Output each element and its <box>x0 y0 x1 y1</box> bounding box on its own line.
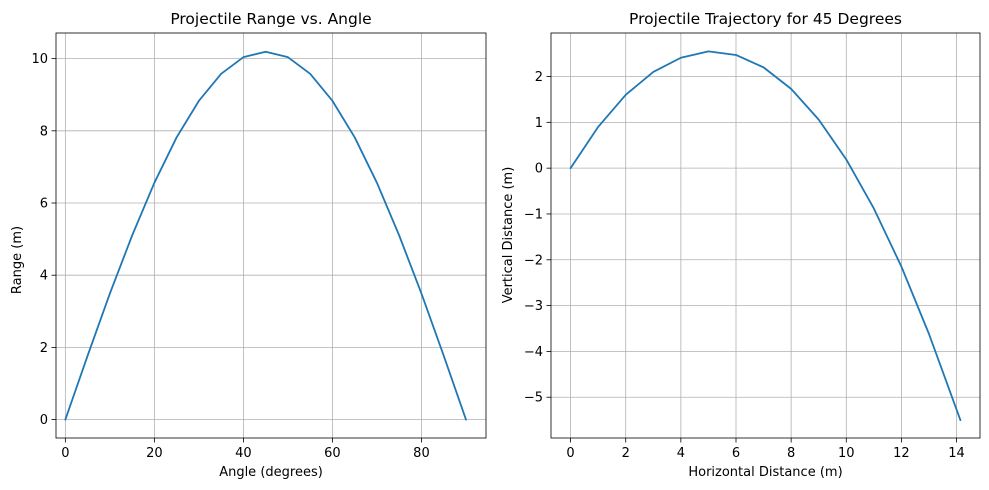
x-tick-label: 0 <box>566 446 574 461</box>
chart-panel-1: 0 20 40 60 80 0 2 4 6 8 10 Projectile Range vs. Ang… <box>10 10 487 480</box>
x-tick-label: 4 <box>677 446 685 461</box>
y-tick-label: 2 <box>535 70 543 85</box>
x-tick-label: 20 <box>146 446 163 461</box>
y-tick-label: −4 <box>524 345 543 360</box>
y-tick-label: 10 <box>31 52 48 67</box>
chart-title: Projectile Trajectory for 45 Degrees <box>629 10 902 28</box>
y-tick-label: −2 <box>524 253 543 268</box>
x-tick-label: 40 <box>235 446 252 461</box>
y-axis-label: Vertical Distance (m) <box>501 167 516 304</box>
x-tick-label: 80 <box>413 446 430 461</box>
y-tick-label: 6 <box>40 197 48 212</box>
x-tick-label: 0 <box>61 446 69 461</box>
x-tick-label: 12 <box>893 446 910 461</box>
x-tick-label: 2 <box>622 446 630 461</box>
y-tick-label: 2 <box>40 341 48 356</box>
y-tick-label: 4 <box>40 269 48 284</box>
data-line <box>64 50 467 421</box>
y-tick-label: −5 <box>524 391 543 406</box>
x-tick-label: 6 <box>732 446 740 461</box>
axes-frame <box>550 32 981 439</box>
x-axis-label: Horizontal Distance (m) <box>688 465 842 480</box>
x-tick-label: 14 <box>948 446 965 461</box>
y-tick-label: 0 <box>40 413 48 428</box>
x-tick-label: 60 <box>324 446 341 461</box>
x-tick-label: 8 <box>787 446 795 461</box>
axes-frame <box>55 32 487 439</box>
data-line <box>569 50 962 422</box>
chart-title: Projectile Range vs. Angle <box>170 10 371 28</box>
x-tick-label: 10 <box>838 446 855 461</box>
y-tick-label: −1 <box>524 207 543 222</box>
y-tick-label: 1 <box>535 116 543 131</box>
y-axis-label: Range (m) <box>10 226 25 294</box>
x-axis-label: Angle (degrees) <box>219 465 323 480</box>
y-tick-label: 8 <box>40 124 48 139</box>
y-tick-label: 0 <box>535 162 543 177</box>
y-tick-label: −3 <box>524 299 543 314</box>
